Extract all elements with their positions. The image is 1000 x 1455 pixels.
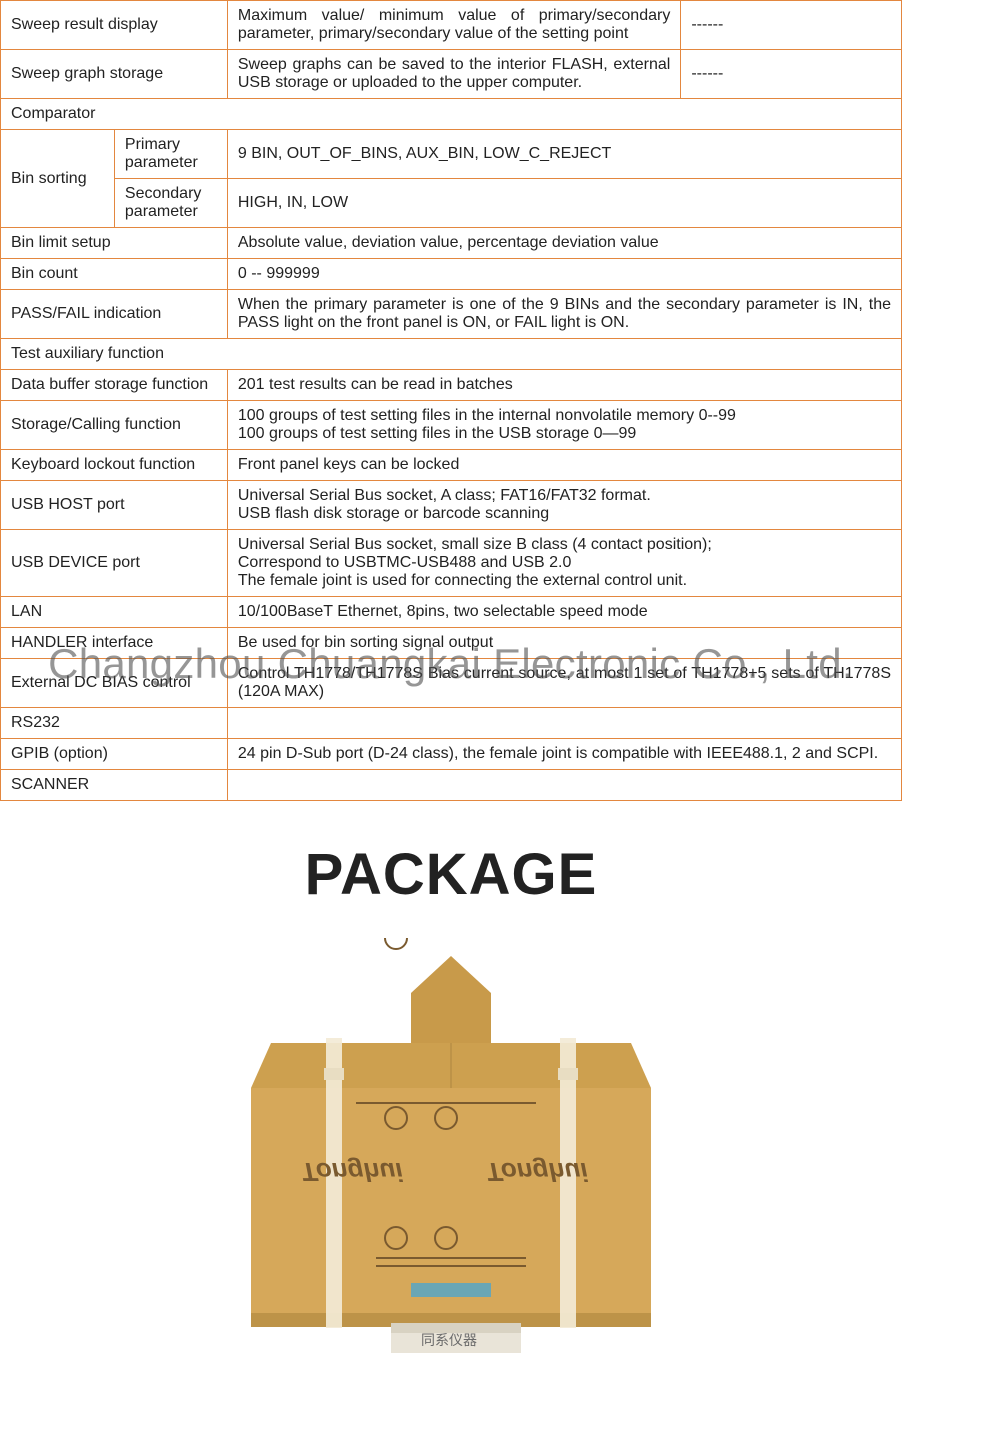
- table-row: Bin limit setup Absolute value, deviatio…: [1, 228, 902, 259]
- val-bin-count: 0 -- 999999: [227, 259, 901, 290]
- extra-sweep-result: ------: [681, 1, 902, 50]
- svg-text:Tonghui: Tonghui: [301, 1157, 403, 1187]
- label-handler: HANDLER interface: [1, 628, 228, 659]
- val-sweep-graph: Sweep graphs can be saved to the interio…: [227, 50, 680, 99]
- extra-sweep-graph: ------: [681, 50, 902, 99]
- table-row: Sweep graph storage Sweep graphs can be …: [1, 50, 902, 99]
- label-lan: LAN: [1, 597, 228, 628]
- table-row: Bin count 0 -- 999999: [1, 259, 902, 290]
- val-usb-host: Universal Serial Bus socket, A class; FA…: [227, 481, 901, 530]
- label-bin-limit: Bin limit setup: [1, 228, 228, 259]
- label-rs232: RS232: [1, 708, 228, 739]
- label-passfail: PASS/FAIL indication: [1, 290, 228, 339]
- header-comparator: Comparator: [1, 99, 902, 130]
- label-gpib: GPIB (option): [1, 739, 228, 770]
- val-usb-device: Universal Serial Bus socket, small size …: [227, 530, 901, 597]
- val-primary-param: 9 BIN, OUT_OF_BINS, AUX_BIN, LOW_C_REJEC…: [227, 130, 901, 179]
- table-row: SCANNER: [1, 770, 902, 801]
- table-row: LAN 10/100BaseT Ethernet, 8pins, two sel…: [1, 597, 902, 628]
- label-bin-sorting: Bin sorting: [1, 130, 115, 228]
- val-rs232: [227, 708, 901, 739]
- label-bin-count: Bin count: [1, 259, 228, 290]
- label-storage: Storage/Calling function: [1, 401, 228, 450]
- table-row: Secondary parameter HIGH, IN, LOW: [1, 179, 902, 228]
- table-row: PASS/FAIL indication When the primary pa…: [1, 290, 902, 339]
- table-row: Sweep result display Maximum value/ mini…: [1, 1, 902, 50]
- val-secondary-param: HIGH, IN, LOW: [227, 179, 901, 228]
- table-row: HANDLER interface Be used for bin sortin…: [1, 628, 902, 659]
- label-scanner: SCANNER: [1, 770, 228, 801]
- label-sweep-result: Sweep result display: [1, 1, 228, 50]
- val-data-buffer: 201 test results can be read in batches: [227, 370, 901, 401]
- label-keyboard: Keyboard lockout function: [1, 450, 228, 481]
- table-row: Data buffer storage function 201 test re…: [1, 370, 902, 401]
- table-row: USB DEVICE port Universal Serial Bus soc…: [1, 530, 902, 597]
- val-storage: 100 groups of test setting files in the …: [227, 401, 901, 450]
- label-primary-param: Primary parameter: [114, 130, 227, 179]
- table-row: External DC BIAS control Control TH1778/…: [1, 659, 902, 708]
- val-keyboard: Front panel keys can be locked: [227, 450, 901, 481]
- svg-text:同系仪器: 同系仪器: [421, 1332, 477, 1348]
- table-row: Storage/Calling function 100 groups of t…: [1, 401, 902, 450]
- label-data-buffer: Data buffer storage function: [1, 370, 228, 401]
- table-row: Test auxiliary function: [1, 339, 902, 370]
- package-image-area: Tonghui Tonghui 同系仪器: [0, 938, 902, 1358]
- table-row: Bin sorting Primary parameter 9 BIN, OUT…: [1, 130, 902, 179]
- label-usb-host: USB HOST port: [1, 481, 228, 530]
- table-row: USB HOST port Universal Serial Bus socke…: [1, 481, 902, 530]
- label-secondary-param: Secondary parameter: [114, 179, 227, 228]
- val-bin-limit: Absolute value, deviation value, percent…: [227, 228, 901, 259]
- val-lan: 10/100BaseT Ethernet, 8pins, two selecta…: [227, 597, 901, 628]
- val-handler: Be used for bin sorting signal output: [227, 628, 901, 659]
- table-row: RS232: [1, 708, 902, 739]
- val-scanner: [227, 770, 901, 801]
- package-box-icon: Tonghui Tonghui 同系仪器: [236, 938, 666, 1358]
- val-sweep-result: Maximum value/ minimum value of primary/…: [227, 1, 680, 50]
- val-ext-dc: Control TH1778/TH1778S Bias current sour…: [227, 659, 901, 708]
- label-sweep-graph: Sweep graph storage: [1, 50, 228, 99]
- package-heading: PACKAGE: [0, 841, 902, 908]
- spec-table: Sweep result display Maximum value/ mini…: [0, 0, 902, 801]
- table-row: GPIB (option) 24 pin D-Sub port (D-24 cl…: [1, 739, 902, 770]
- label-usb-device: USB DEVICE port: [1, 530, 228, 597]
- svg-text:Tonghui: Tonghui: [486, 1157, 588, 1187]
- val-passfail: When the primary parameter is one of the…: [227, 290, 901, 339]
- header-test-aux: Test auxiliary function: [1, 339, 902, 370]
- table-row: Keyboard lockout function Front panel ke…: [1, 450, 902, 481]
- label-ext-dc: External DC BIAS control: [1, 659, 228, 708]
- val-gpib: 24 pin D-Sub port (D-24 class), the fema…: [227, 739, 901, 770]
- table-row: Comparator: [1, 99, 902, 130]
